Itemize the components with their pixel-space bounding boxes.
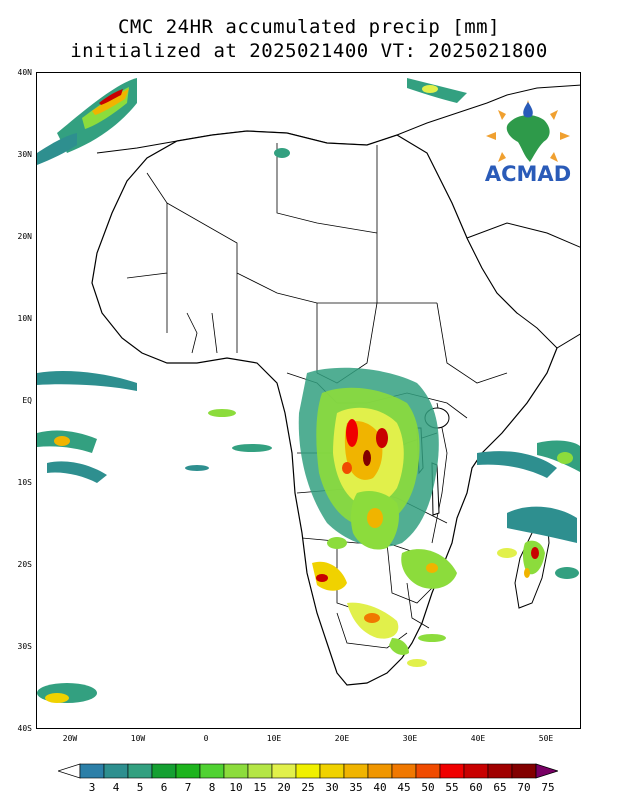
colorbar-segment [319, 763, 345, 779]
lon-label-10w: 10W [130, 734, 146, 743]
arabian-peninsula [466, 222, 580, 349]
colorbar-segment [415, 763, 441, 779]
colorbar-level-label: 75 [541, 781, 555, 794]
colorbar-level-label: 10 [229, 781, 243, 794]
colorbar-segment [247, 763, 273, 779]
colorbar-level-label: 20 [277, 781, 291, 794]
africa-map-sun-icon [486, 100, 570, 162]
colorbar-level-label: 3 [88, 781, 96, 794]
precip-atlantic-scatter [37, 371, 272, 703]
lat-label-10s: 10S [17, 478, 32, 487]
lat-label-20s: 20S [17, 560, 32, 569]
colorbar-segment [367, 763, 393, 779]
lon-label-0: 0 [203, 734, 209, 743]
lat-label-10n: 10N [17, 314, 32, 323]
lat-label-eq: EQ [22, 396, 32, 405]
lat-label-40s: 40S [17, 724, 32, 733]
colorbar-level-label: 4 [112, 781, 120, 794]
colorbar-arrow-low [58, 763, 81, 779]
precip-central-africa [298, 367, 439, 550]
lat-label-30s: 30S [17, 642, 32, 651]
lat-label-40n: 40N [17, 68, 32, 77]
colorbar-level-label: 6 [160, 781, 168, 794]
colorbar-segment [463, 763, 489, 779]
precip-nw-atlantic [37, 78, 137, 165]
colorbar-level-label: 40 [373, 781, 387, 794]
colorbar-level-label: 55 [445, 781, 459, 794]
lat-label-30n: 30N [17, 150, 32, 159]
lon-label-10e: 10E [266, 734, 282, 743]
precip-colorbar [58, 763, 558, 779]
colorbar-segment [391, 763, 417, 779]
colorbar-segment [175, 763, 201, 779]
lat-label-20n: 20N [17, 232, 32, 241]
lon-label-50e: 50E [538, 734, 554, 743]
precip-indian-ocean [407, 440, 580, 667]
colorbar-segment [271, 763, 297, 779]
colorbar-level-label: 15 [253, 781, 267, 794]
precip-map [36, 72, 581, 729]
colorbar-level-label: 30 [325, 781, 339, 794]
lon-label-40e: 40E [470, 734, 486, 743]
precip-southern-africa [312, 549, 457, 656]
colorbar-segment [79, 763, 105, 779]
colorbar-segment [487, 763, 513, 779]
colorbar-level-label: 70 [517, 781, 531, 794]
map-title-line2: initialized at 2025021400 VT: 2025021800 [70, 40, 548, 62]
colorbar-level-label: 60 [469, 781, 483, 794]
colorbar-arrow-high [535, 763, 558, 779]
colorbar-level-label: 25 [301, 781, 315, 794]
precip-madagascar [522, 540, 545, 578]
colorbar-level-label: 45 [397, 781, 411, 794]
colorbar-segment [127, 763, 153, 779]
colorbar-segment [439, 763, 465, 779]
colorbar-segment [511, 763, 537, 779]
colorbar-segment [343, 763, 369, 779]
colorbar-level-label: 50 [421, 781, 435, 794]
precip-northeast [274, 78, 467, 158]
colorbar-level-label: 35 [349, 781, 363, 794]
lon-label-20w: 20W [62, 734, 78, 743]
colorbar-segment [295, 763, 321, 779]
colorbar-level-label: 8 [208, 781, 216, 794]
precip-map-svg [37, 78, 580, 703]
colorbar-segment [199, 763, 225, 779]
colorbar-segment [151, 763, 177, 779]
colorbar-level-label: 7 [184, 781, 192, 794]
lon-label-30e: 30E [402, 734, 418, 743]
lon-label-20e: 20E [334, 734, 350, 743]
colorbar-segment [223, 763, 249, 779]
colorbar-level-label: 65 [493, 781, 507, 794]
acmad-logo-text: ACMAD [484, 162, 572, 186]
colorbar-level-label: 5 [136, 781, 144, 794]
colorbar-segment [103, 763, 129, 779]
map-title-line1: CMC 24HR accumulated precip [mm] [117, 16, 501, 38]
